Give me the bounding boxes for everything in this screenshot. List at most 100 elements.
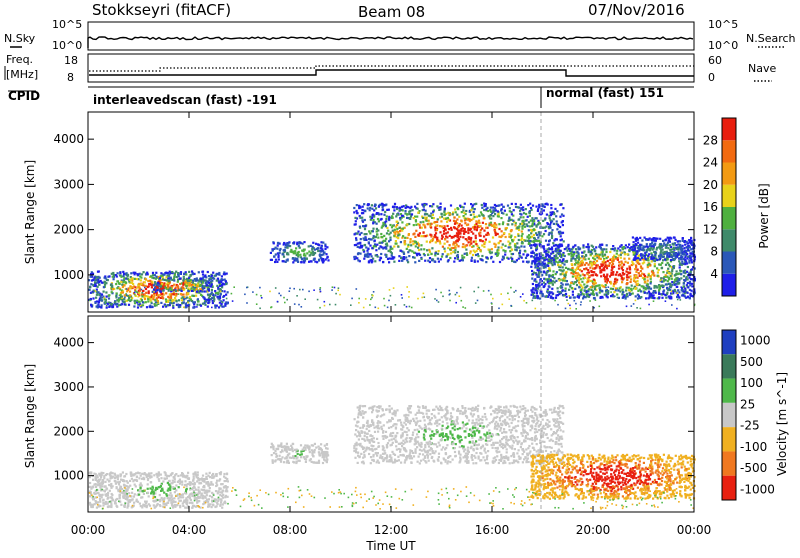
echo-cell [124, 281, 126, 283]
echo-cell [622, 278, 624, 280]
echo-cell [557, 261, 559, 263]
echo-cell [160, 275, 162, 277]
echo-cell [158, 289, 160, 291]
echo-cell [108, 297, 110, 299]
echo-cell [612, 288, 614, 290]
echo-cell [361, 219, 363, 221]
echo-cell [615, 274, 617, 276]
echo-cell [492, 261, 494, 263]
echo-cell [396, 228, 398, 230]
echo-cell [171, 271, 173, 273]
echo-cell [106, 473, 108, 475]
echo-cell [442, 236, 444, 238]
echo-cell [583, 283, 585, 285]
echo-cell [199, 285, 201, 287]
echo-cell [535, 224, 537, 226]
echo-cell [355, 223, 357, 225]
echo-cell [636, 280, 638, 282]
echo-cell [510, 236, 512, 238]
echo-cell [478, 215, 480, 217]
echo-cell [531, 291, 533, 293]
echo-cell [645, 297, 647, 299]
echo-cell [364, 228, 366, 230]
echo-cell [474, 226, 476, 228]
echo-cell [159, 277, 161, 279]
echo-cell [440, 206, 442, 208]
echo-cell [457, 254, 459, 256]
echo-cell [454, 249, 456, 251]
echo-cell [439, 240, 441, 242]
echo-cell [582, 244, 584, 246]
echo-cell [439, 216, 441, 218]
echo-cell [401, 221, 403, 223]
echo-cell [590, 280, 592, 282]
echo-cell [590, 286, 592, 288]
echo-cell [99, 501, 101, 503]
echo-cell [556, 210, 558, 212]
echo-cell [187, 302, 189, 304]
echo-cell [530, 266, 532, 268]
echo-cell [533, 244, 535, 246]
echo-cell [90, 276, 92, 278]
echo-cell [457, 258, 459, 260]
echo-cell [452, 213, 454, 215]
echo-cell [551, 288, 553, 290]
echo-cell [372, 295, 374, 297]
echo-cell [369, 232, 371, 234]
echo-cell [393, 209, 395, 211]
echo-cell [555, 297, 557, 299]
echo-cell [673, 236, 675, 238]
echo-cell [400, 250, 402, 252]
echo-cell [556, 271, 558, 273]
echo-cell [191, 270, 193, 272]
echo-cell [648, 248, 650, 250]
echo-cell [418, 260, 420, 262]
echo-cell [593, 255, 595, 257]
echo-cell [420, 221, 422, 223]
echo-cell [584, 290, 586, 292]
echo-cell [351, 298, 353, 300]
echo-cell [529, 203, 531, 205]
echo-cell [449, 294, 451, 296]
echo-cell [553, 259, 555, 261]
echo-cell [637, 297, 639, 299]
echo-cell [667, 237, 669, 239]
echo-cell [687, 286, 689, 288]
colorbar-swatch [722, 252, 736, 274]
echo-cell [439, 242, 441, 244]
echo-cell [423, 293, 425, 295]
echo-cell [178, 293, 180, 295]
echo-cell [633, 245, 635, 247]
sky-panel-frame [88, 22, 694, 50]
echo-cell [445, 232, 447, 234]
echo-cell [475, 254, 477, 256]
echo-cell [406, 214, 408, 216]
echo-cell [111, 285, 113, 287]
echo-cell [483, 246, 485, 248]
echo-cell [194, 289, 196, 291]
echo-cell [660, 254, 662, 256]
echo-cell [504, 210, 506, 212]
echo-cell [596, 274, 598, 276]
echo-cell [432, 211, 434, 213]
echo-cell [548, 255, 550, 257]
beam-title: Beam 08 [358, 3, 425, 21]
echo-cell [552, 293, 554, 295]
echo-cell [671, 278, 673, 280]
echo-cell [489, 251, 491, 253]
echo-cell [134, 302, 136, 304]
echo-cell [392, 257, 394, 259]
echo-cell [539, 243, 541, 245]
echo-cell [286, 252, 288, 254]
echo-cell [416, 243, 418, 245]
echo-cell [551, 237, 553, 239]
echo-cell [619, 246, 621, 248]
echo-cell [415, 230, 417, 232]
echo-cell [205, 300, 207, 302]
echo-cell [147, 300, 149, 302]
echo-cell [123, 275, 125, 277]
echo-cell [370, 299, 372, 301]
echo-cell [94, 281, 96, 283]
echo-cell [359, 217, 361, 219]
echo-cell [593, 271, 595, 273]
